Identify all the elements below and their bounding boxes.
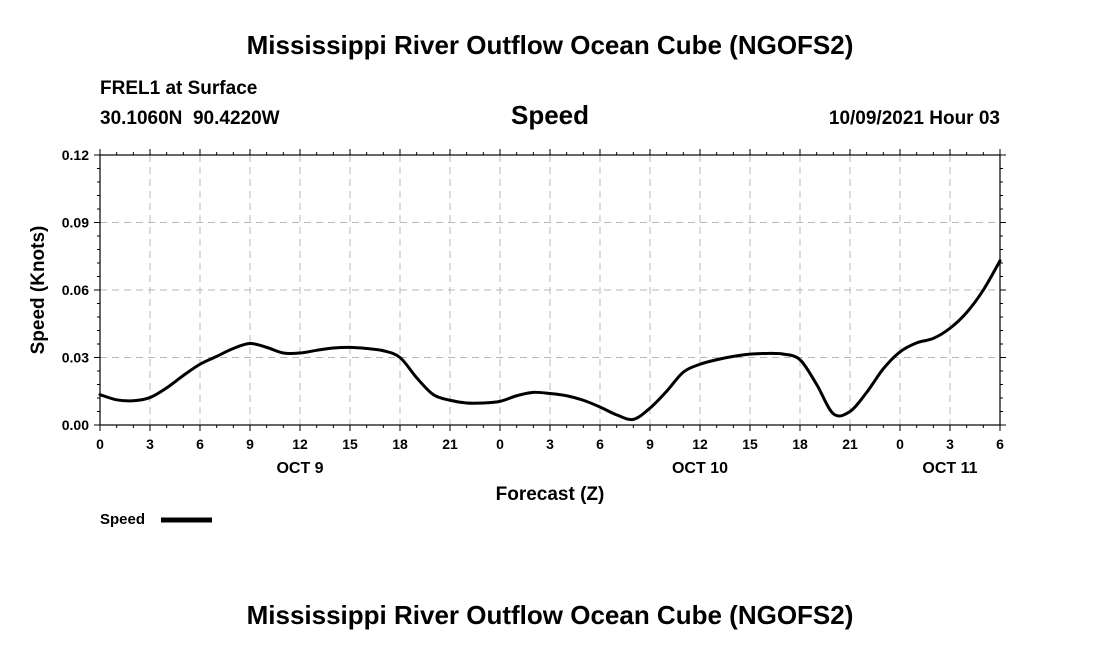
x-tick-label: 18 [792,436,808,452]
x-tick-label: 15 [342,436,358,452]
plot-frame [99,154,1001,426]
date-label: OCT 9 [276,460,323,477]
x-tick-label: 21 [442,436,458,452]
grid-lines [100,155,1000,425]
y-axis-title: Speed (Knots) [28,226,49,355]
x-tick-label: 0 [896,436,904,452]
x-tick-label: 6 [196,436,204,452]
chart-title-bottom: Mississippi River Outflow Ocean Cube (NG… [247,600,854,630]
date-label: OCT 11 [922,460,977,477]
x-tick-label: 12 [692,436,708,452]
date-label: OCT 10 [672,460,728,477]
x-tick-label: 0 [96,436,104,452]
axis-tick-labels: 0 3 6 9 12 15 18 21 0 3 6 9 12 15 18 21 0 3 6 OCT 9 OCT 10 OC… [62,147,1004,477]
x-tick-label: 9 [246,436,254,452]
x-tick-label: 3 [946,436,954,452]
legend: Speed [100,511,212,528]
station-coordinates: 30.1060N 90.4220W [100,108,280,129]
y-tick-label: 0.03 [62,350,89,366]
parameter-label: Speed [511,100,589,130]
x-tick-label: 9 [646,436,654,452]
y-tick-label: 0.09 [62,215,89,231]
legend-label: Speed [100,511,145,528]
x-tick-label: 21 [842,436,858,452]
x-axis-title: Forecast (Z) [496,484,605,505]
x-tick-label: 3 [546,436,554,452]
forecast-datetime: 10/09/2021 Hour 03 [829,108,1000,129]
station-label: FREL1 at Surface [100,78,257,99]
y-tick-label: 0.06 [62,282,89,298]
x-tick-label: 6 [996,436,1004,452]
x-tick-label: 3 [146,436,154,452]
y-tick-label: 0.00 [62,417,89,433]
chart-title-top: Mississippi River Outflow Ocean Cube (NG… [247,30,854,60]
y-tick-label: 0.12 [62,147,89,163]
speed-series-line [98,259,1002,422]
x-tick-label: 0 [496,436,504,452]
x-tick-label: 15 [742,436,758,452]
x-tick-label: 6 [596,436,604,452]
x-tick-label: 18 [392,436,408,452]
x-tick-label: 12 [292,436,308,452]
